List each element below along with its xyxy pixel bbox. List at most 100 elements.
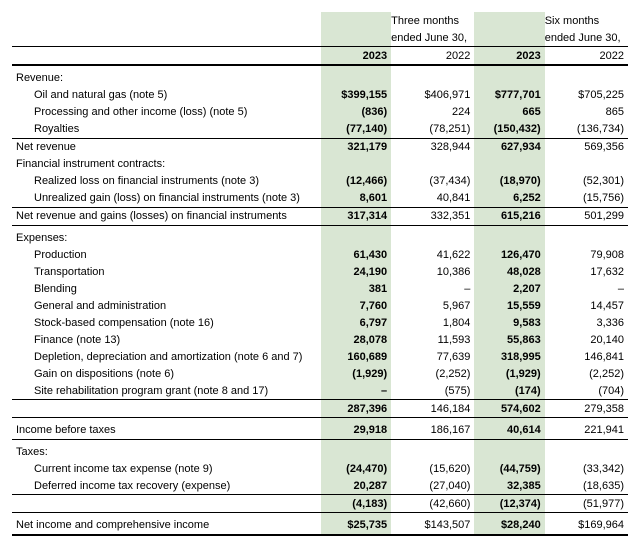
cell: (78,251) — [391, 121, 474, 139]
row-net-revenue: Net revenue 321,179 328,944 627,934 569,… — [12, 138, 628, 156]
cell: 317,314 — [321, 207, 391, 225]
row-processing-other: Processing and other income (loss) (note… — [12, 104, 628, 121]
cell: 6,797 — [321, 314, 391, 331]
row-label: Income before taxes — [12, 418, 321, 440]
cell: 55,863 — [474, 331, 544, 348]
fic-header-row: Financial instrument contracts: — [12, 156, 628, 173]
row-sbc: Stock-based compensation (note 16) 6,797… — [12, 314, 628, 331]
cell: 569,356 — [545, 138, 628, 156]
cell: (174) — [474, 382, 544, 400]
cell: 501,299 — [545, 207, 628, 225]
cell: 17,632 — [545, 263, 628, 280]
row-label: Finance (note 13) — [12, 331, 321, 348]
cell: 20,287 — [321, 477, 391, 495]
row-oil-gas: Oil and natural gas (note 5) $399,155 $4… — [12, 87, 628, 104]
cell: 126,470 — [474, 246, 544, 263]
cell: (77,140) — [321, 121, 391, 139]
cell: 224 — [391, 104, 474, 121]
row-label: Production — [12, 246, 321, 263]
cell: 8,601 — [321, 190, 391, 208]
cell: 221,941 — [545, 418, 628, 440]
cell: 328,944 — [391, 138, 474, 156]
cell: (2,252) — [545, 365, 628, 382]
cell: $705,225 — [545, 87, 628, 104]
cell: (44,759) — [474, 460, 544, 477]
cell: 627,934 — [474, 138, 544, 156]
taxes-header-row: Taxes: — [12, 439, 628, 460]
cell: 10,386 — [391, 263, 474, 280]
cell: – — [321, 382, 391, 400]
row-site-rehab: Site rehabilitation program grant (note … — [12, 382, 628, 400]
cell: (2,252) — [391, 365, 474, 382]
row-label: Site rehabilitation program grant (note … — [12, 382, 321, 400]
row-label: Net revenue — [12, 138, 321, 156]
cell: 318,995 — [474, 348, 544, 365]
section-label: Revenue: — [12, 65, 321, 87]
row-current-tax: Current income tax expense (note 9) (24,… — [12, 460, 628, 477]
cell: 160,689 — [321, 348, 391, 365]
cell: $143,507 — [391, 513, 474, 535]
cell: 574,602 — [474, 400, 544, 418]
cell: (12,374) — [474, 495, 544, 513]
cell: (136,734) — [545, 121, 628, 139]
row-label — [12, 400, 321, 418]
section-label: Taxes: — [12, 439, 321, 460]
row-label: Realized loss on financial instruments (… — [12, 173, 321, 190]
cell: 48,028 — [474, 263, 544, 280]
col-3m-2022: 2022 — [391, 47, 474, 66]
cell: (836) — [321, 104, 391, 121]
row-label: Processing and other income (loss) (note… — [12, 104, 321, 121]
row-label: Blending — [12, 280, 321, 297]
cell: $406,971 — [391, 87, 474, 104]
cell: (24,470) — [321, 460, 391, 477]
row-label: Net revenue and gains (losses) on financ… — [12, 207, 321, 225]
cell: (37,434) — [391, 173, 474, 190]
period-6m-label-b: ended June 30, — [545, 32, 621, 44]
cell: 5,967 — [391, 297, 474, 314]
cell: 15,559 — [474, 297, 544, 314]
cell: 332,351 — [391, 207, 474, 225]
cell: 14,457 — [545, 297, 628, 314]
row-unrealized-gain-loss: Unrealized gain (loss) on financial inst… — [12, 190, 628, 208]
cell: 79,908 — [545, 246, 628, 263]
cell: (1,929) — [321, 365, 391, 382]
section-label: Expenses: — [12, 225, 321, 246]
row-income-before-taxes: Income before taxes 29,918 186,167 40,61… — [12, 418, 628, 440]
cell: (4,183) — [321, 495, 391, 513]
row-production: Production 61,430 41,622 126,470 79,908 — [12, 246, 628, 263]
cell: 29,918 — [321, 418, 391, 440]
cell: 287,396 — [321, 400, 391, 418]
cell: 2,207 — [474, 280, 544, 297]
cell: 40,841 — [391, 190, 474, 208]
cell: $28,240 — [474, 513, 544, 535]
row-label: Depletion, depreciation and amortization… — [12, 348, 321, 365]
section-label: Financial instrument contracts: — [12, 156, 321, 173]
cell: 146,184 — [391, 400, 474, 418]
header-super-row-2: ended June 30, ended June 30, — [12, 29, 628, 47]
row-gain-dispositions: Gain on dispositions (note 6) (1,929) (2… — [12, 365, 628, 382]
cell: 665 — [474, 104, 544, 121]
row-label: Stock-based compensation (note 16) — [12, 314, 321, 331]
cell: 146,841 — [545, 348, 628, 365]
cell: 186,167 — [391, 418, 474, 440]
cell: – — [391, 280, 474, 297]
income-statement-table: Three months Six months ended June 30, e… — [12, 12, 628, 536]
row-label: Deferred income tax recovery (expense) — [12, 477, 321, 495]
row-label: Royalties — [12, 121, 321, 139]
cell: 615,216 — [474, 207, 544, 225]
cell: 7,760 — [321, 297, 391, 314]
row-label: Gain on dispositions (note 6) — [12, 365, 321, 382]
cell: 321,179 — [321, 138, 391, 156]
cell: (18,970) — [474, 173, 544, 190]
cell: 279,358 — [545, 400, 628, 418]
row-label: Transportation — [12, 263, 321, 280]
header-super-row-1: Three months Six months — [12, 12, 628, 29]
cell: (52,301) — [545, 173, 628, 190]
cell: 32,385 — [474, 477, 544, 495]
cell: $777,701 — [474, 87, 544, 104]
row-label — [12, 495, 321, 513]
cell: 40,614 — [474, 418, 544, 440]
cell: 9,583 — [474, 314, 544, 331]
cell: – — [545, 280, 628, 297]
cell: (575) — [391, 382, 474, 400]
